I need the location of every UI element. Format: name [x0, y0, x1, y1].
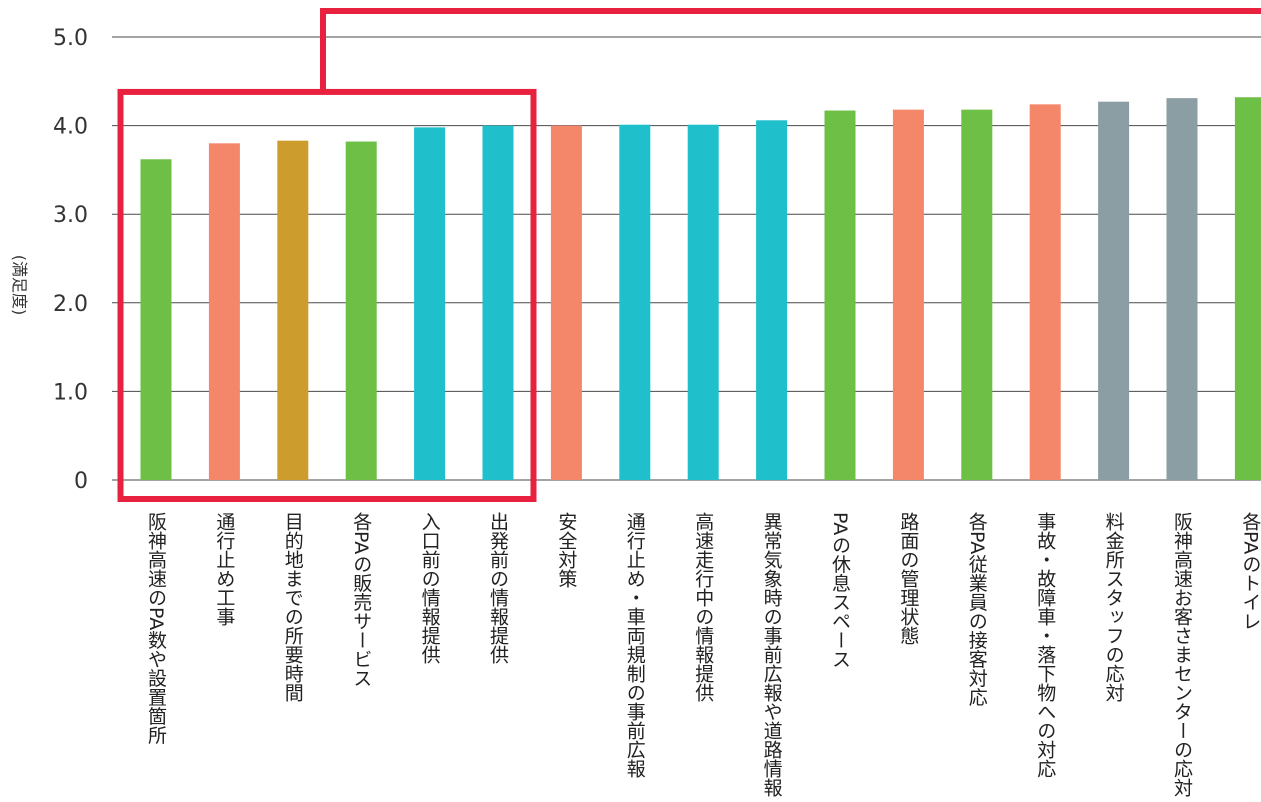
x-category-label: 入口前の情報提供	[419, 512, 441, 664]
bar	[756, 120, 788, 480]
x-category-label: 通行止め・車両規制の事前広報	[624, 512, 646, 779]
x-category-label: 料金所スタッフの応対	[1103, 512, 1125, 702]
y-axis-label: (満足度)	[10, 255, 29, 316]
x-category-label: 各PA従業員の接客対応	[966, 512, 988, 707]
bar	[1098, 101, 1130, 480]
bar	[1166, 98, 1198, 480]
x-category-label: 異常気象時の事前広報や道路情報	[761, 512, 783, 798]
bar	[345, 141, 377, 480]
x-category-label: 事故・故障車・落下物への対応	[1034, 512, 1056, 778]
bar	[208, 143, 240, 480]
bar	[824, 110, 856, 481]
bar	[140, 159, 172, 480]
y-tick-label: 1.0	[53, 380, 88, 405]
bar	[687, 124, 719, 481]
y-tick-label: 2.0	[53, 292, 88, 317]
x-category-label: PAの休息スペース	[829, 512, 851, 668]
highlight-box	[117, 88, 537, 502]
highlight-connector	[320, 8, 1261, 92]
x-category-label: 阪神高速のPA数や設置箇所	[145, 512, 167, 745]
bar	[482, 125, 514, 480]
y-tick-label: 0	[74, 469, 88, 494]
x-axis-labels: 阪神高速のPA数や設置箇所 通行止め工事 目的地までの所要時間 各PAの販売サービス 入…	[145, 512, 1261, 798]
y-tick-label: 5.0	[53, 26, 88, 51]
highlight-callout	[117, 8, 1261, 502]
y-tick-label: 4.0	[53, 115, 88, 140]
bar	[892, 109, 924, 480]
x-category-label: 各PAのトイレ	[1239, 512, 1261, 631]
bar	[1029, 104, 1061, 480]
x-category-label: 阪神高速お客さまセンターの応対	[1171, 512, 1193, 797]
x-category-label: 安全対策	[555, 512, 577, 588]
x-category-label: 各PAの販売サービス	[350, 512, 372, 688]
x-category-label: 高速走行中の情報提供	[692, 512, 714, 702]
bar	[277, 140, 309, 481]
bar	[414, 127, 446, 480]
y-axis-ticks: 0 1.0 2.0 3.0 4.0 5.0	[53, 26, 88, 494]
x-category-label: 通行止め工事	[213, 512, 235, 626]
bar	[550, 125, 582, 480]
x-category-label: 目的地までの所要時間	[282, 512, 304, 702]
x-category-label: 路面の管理状態	[897, 512, 919, 645]
y-tick-label: 3.0	[53, 203, 88, 228]
bar	[619, 124, 651, 481]
x-category-label: 出発前の情報提供	[487, 512, 509, 664]
bar	[1234, 97, 1261, 481]
bars	[140, 97, 1261, 481]
bar	[961, 109, 993, 480]
